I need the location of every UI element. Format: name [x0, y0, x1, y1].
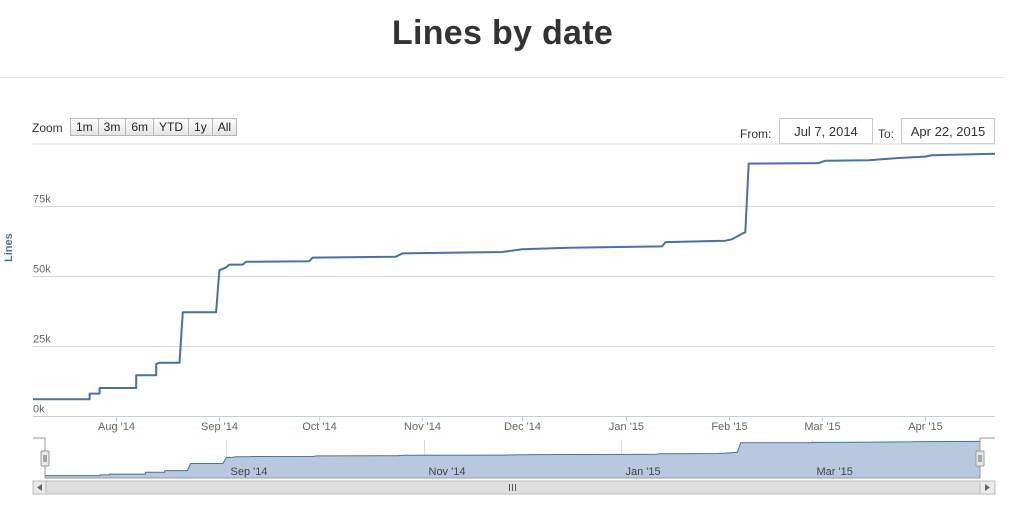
navigator-left-handle[interactable] [40, 450, 50, 467]
x-tick-label: Dec '14 [504, 421, 541, 433]
x-tick-label: Aug '14 [98, 421, 135, 433]
x-tick-label: Sep '14 [201, 421, 238, 433]
navigator-outline [33, 437, 995, 479]
navigator-tick-label: Mar '15 [817, 466, 853, 478]
series-line [33, 152, 996, 401]
x-tick-label: Apr '15 [908, 421, 943, 433]
zoom-ytd-button[interactable]: YTD [153, 118, 190, 136]
zoom-3m-button[interactable]: 3m [97, 118, 127, 136]
x-tick-label: Jan '15 [609, 421, 644, 433]
zoom-button-group: 1m 3m 6m YTD 1y All [70, 118, 238, 136]
zoom-all-button[interactable]: All [211, 118, 238, 136]
zoom-1m-button[interactable]: 1m [70, 118, 99, 136]
zoom-1y-button[interactable]: 1y [188, 118, 213, 136]
zoom-label: Zoom [32, 121, 63, 135]
y-tick-label: 0k [33, 404, 45, 416]
from-label: From: [740, 127, 772, 141]
page-title: Lines by date [391, 14, 614, 52]
navigator-tick-label: Nov '14 [429, 466, 466, 478]
y-tick-label: 50k [33, 264, 51, 276]
to-label: To: [878, 127, 895, 141]
title-divider [0, 77, 1005, 78]
x-tick-label: Nov '14 [404, 421, 441, 433]
navigator-right-handle[interactable] [975, 450, 985, 467]
y-tick-label: 75k [33, 194, 51, 206]
x-tick-label: Oct '14 [302, 421, 337, 433]
x-tick-label: Mar '15 [804, 421, 840, 433]
navigator-series-area [44, 440, 981, 479]
from-date-input[interactable] [779, 118, 873, 144]
scroll-left-arrow-icon [37, 484, 42, 491]
x-tick-label: Feb '15 [711, 421, 747, 433]
navigator-tick-label: Sep '14 [231, 466, 268, 478]
navigator-tick-label: Jan '15 [626, 466, 661, 478]
scroll-right-arrow-icon [985, 484, 990, 491]
y-tick-label: 25k [33, 334, 51, 346]
